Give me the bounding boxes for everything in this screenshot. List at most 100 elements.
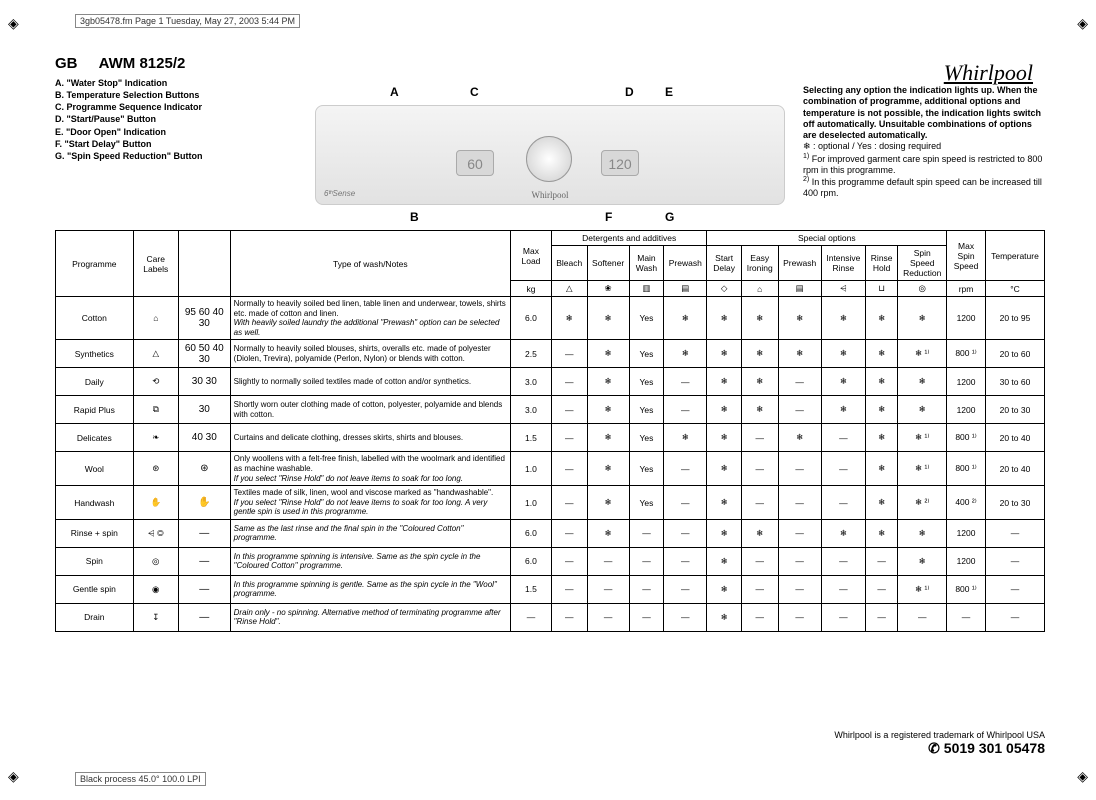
option-cell: — — [821, 603, 865, 631]
option-cell: — — [551, 340, 587, 368]
table-row: Wool⊛⊛Only woollens with a felt-free fin… — [56, 452, 1045, 486]
crop-mark: ◈ — [8, 15, 19, 32]
option-cell: — — [778, 603, 821, 631]
prog-name: Handwash — [56, 486, 134, 520]
care-icon: ⩤ ◎ — [133, 519, 178, 547]
option-cell: — — [866, 547, 898, 575]
pointer-a: A — [390, 85, 399, 99]
wash-notes: Curtains and delicate clothing, dresses … — [230, 424, 510, 452]
dosing-legend: ❄ : optional / Yes : dosing required — [803, 141, 1045, 152]
option-cell: ❄ — [866, 486, 898, 520]
wash-notes: In this programme spinning is gentle. Sa… — [230, 575, 510, 603]
option-cell: ❄ — [664, 424, 707, 452]
option-cell: ❄ — [707, 424, 742, 452]
option-cell: ❄ — [741, 297, 778, 340]
option-cell: ❄ — [898, 519, 947, 547]
wash-notes: Same as the last rinse and the final spi… — [230, 519, 510, 547]
six-sense-icon: 6ᵗʰSense — [324, 189, 355, 198]
care-icon: ⌂ — [133, 297, 178, 340]
option-cell: — — [551, 424, 587, 452]
max-load: 6.0 — [510, 519, 551, 547]
option-cell: — — [629, 547, 664, 575]
option-cell: — — [664, 396, 707, 424]
footnote-1: 1) For improved garment care spin speed … — [803, 153, 1045, 177]
th-temp: Temperature — [985, 231, 1044, 281]
footnote-2: 2) In this programme default spin speed … — [803, 176, 1045, 200]
option-cell: — — [898, 603, 947, 631]
option-cell: ❄ — [587, 368, 629, 396]
option-cell: — — [821, 452, 865, 486]
th-prewash-icon: ▤ — [664, 281, 707, 297]
panel-brand-text: Whirlpool — [532, 190, 569, 200]
th-rinsehold: Rinse Hold — [866, 246, 898, 281]
prog-name: Cotton — [56, 297, 134, 340]
option-cell: — — [664, 486, 707, 520]
option-cell: ❄ — [866, 396, 898, 424]
option-cell: ❄ — [587, 297, 629, 340]
temperature: 20 to 95 — [985, 297, 1044, 340]
care-icon: ⧉ — [133, 396, 178, 424]
legend-item: G. "Spin Speed Reduction" Button — [55, 150, 203, 162]
option-cell: ❄ — [866, 519, 898, 547]
option-cell: ❄ — [707, 340, 742, 368]
option-cell: — — [629, 575, 664, 603]
temperature: — — [985, 547, 1044, 575]
option-cell: — — [778, 547, 821, 575]
programme-table: Programme Care Labels Type of wash/Notes… — [55, 230, 1045, 632]
option-cell: ❄ — [778, 424, 821, 452]
right-notes: Selecting any option the indication ligh… — [803, 85, 1045, 200]
option-cell: — — [551, 452, 587, 486]
table-row: Gentle spin◉—In this programme spinning … — [56, 575, 1045, 603]
option-cell: ❄ — [741, 368, 778, 396]
care-labels: 30 30 — [178, 368, 230, 396]
option-cell: ❄ — [898, 547, 947, 575]
pointer-b: B — [410, 210, 419, 224]
max-load: 1.5 — [510, 575, 551, 603]
prog-name: Spin — [56, 547, 134, 575]
option-cell: ❄ — [821, 519, 865, 547]
prog-name: Gentle spin — [56, 575, 134, 603]
care-labels: ⊛ — [178, 452, 230, 486]
crop-mark: ◈ — [1077, 15, 1088, 32]
option-cell: ❄ — [707, 486, 742, 520]
option-cell: ❄ — [664, 340, 707, 368]
option-cell: — — [551, 368, 587, 396]
care-icon: ◎ — [133, 547, 178, 575]
wash-notes: Textiles made of silk, linen, wool and v… — [230, 486, 510, 520]
option-cell: — — [664, 575, 707, 603]
max-load: 1.5 — [510, 424, 551, 452]
max-spin: 800 ¹⁾ — [947, 340, 986, 368]
max-spin: 1200 — [947, 297, 986, 340]
max-spin: 400 ²⁾ — [947, 486, 986, 520]
option-cell: — — [866, 603, 898, 631]
wash-notes: In this programme spinning is intensive.… — [230, 547, 510, 575]
th-special-group: Special options — [707, 231, 947, 246]
option-cell: — — [551, 486, 587, 520]
th-spinred: Spin Speed Reduction — [898, 246, 947, 281]
option-cell: ❄ — [707, 297, 742, 340]
max-spin: 1200 — [947, 547, 986, 575]
option-cell: ❄ — [866, 452, 898, 486]
wash-notes: Shortly worn outer clothing made of cott… — [230, 396, 510, 424]
option-cell: ❄ ¹⁾ — [898, 424, 947, 452]
max-spin: 1200 — [947, 396, 986, 424]
max-load: 3.0 — [510, 368, 551, 396]
wash-notes: Normally to heavily soiled blouses, shir… — [230, 340, 510, 368]
top-metadata: 3gb05478.fm Page 1 Tuesday, May 27, 2003… — [75, 14, 300, 28]
care-labels: 60 50 40 30 — [178, 340, 230, 368]
th-mainwash: Main Wash — [629, 246, 664, 281]
max-spin: — — [947, 603, 986, 631]
prog-name: Wool — [56, 452, 134, 486]
option-cell: Yes — [629, 486, 664, 520]
option-cell: ❄ — [664, 297, 707, 340]
wash-notes: Drain only - no spinning. Alternative me… — [230, 603, 510, 631]
pointer-g: G — [665, 210, 674, 224]
option-cell: ❄ — [778, 340, 821, 368]
table-row: Daily⟲30 30Slightly to normally soiled t… — [56, 368, 1045, 396]
max-spin: 800 ¹⁾ — [947, 575, 986, 603]
temperature: 30 to 60 — [985, 368, 1044, 396]
temperature: — — [985, 603, 1044, 631]
option-cell: ❄ — [741, 396, 778, 424]
care-labels: — — [178, 519, 230, 547]
option-cell: — — [629, 603, 664, 631]
